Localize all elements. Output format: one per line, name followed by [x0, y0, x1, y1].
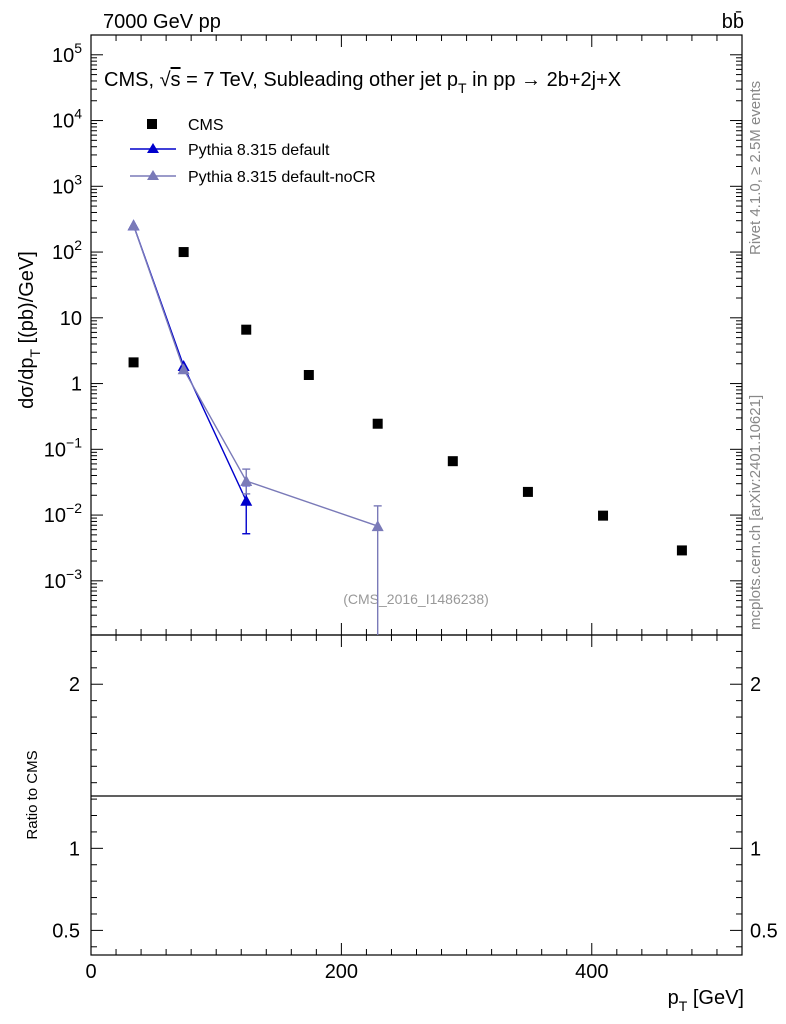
ratio-tick-label-left: 0.5 [52, 920, 80, 942]
data-point-pythia-8-315-default-nocr [371, 520, 384, 532]
y-tick-label: 10−1 [44, 434, 82, 461]
title-prefix: CMS, [104, 69, 160, 91]
chart-title: CMS, √s = 7 TeV, Subleading other jet pT… [104, 69, 621, 96]
header-left: 7000 GeV pp [103, 11, 221, 33]
y-tick-label-base: 10 [44, 439, 66, 461]
data-point-cms [598, 510, 609, 521]
header-right: bb̄ [722, 10, 744, 33]
y-tick-label-base: 10 [60, 308, 82, 330]
ratio-tick-label-left: 2 [69, 674, 80, 696]
y-tick-label-base: 10 [52, 176, 74, 198]
x-tick-label: 0 [85, 961, 96, 983]
data-point-pythia-8-315-default-nocr [240, 474, 253, 486]
legend-label-cms: CMS [188, 117, 224, 134]
y-tick-label-base: 10 [44, 505, 66, 527]
title-sub: T [458, 80, 467, 96]
data-point-pythia-8-315-default [240, 494, 253, 506]
legend-marker-pythia-default [147, 143, 159, 153]
y-tick-label-exponent: 4 [74, 106, 82, 122]
xlabel-main: p [668, 987, 679, 1009]
x-axis-label: pT [GeV] [668, 987, 744, 1014]
y-tick-label-base: 10 [52, 111, 74, 133]
data-point-pythia-8-315-default-nocr [177, 363, 190, 375]
title-sqrt: √ [160, 69, 171, 91]
rivet-label: Rivet 4.1.0, ≥ 2.5M events [747, 81, 764, 255]
y-tick-label: 104 [52, 106, 82, 133]
y-tick-label-exponent: −1 [66, 434, 82, 450]
y-tick-label-exponent: 5 [74, 40, 82, 56]
xlabel-sub: T [679, 998, 688, 1014]
data-point-cms [303, 369, 314, 380]
y-tick-label: 103 [52, 171, 82, 198]
ratio-y-ticks: 2 2 1 1 0.5 0.5 [52, 634, 778, 948]
y-tick-label-exponent: −3 [66, 566, 82, 582]
legend: CMS Pythia 8.315 default Pythia 8.315 de… [130, 117, 376, 186]
x-tick-label: 200 [325, 961, 358, 983]
ratio-y-axis-label: Ratio to CMS [24, 750, 41, 839]
title-suffix: in pp → 2b+2j+X [467, 69, 622, 91]
y-tick-label-base: 10 [52, 242, 74, 264]
y-tick-label: 10 [60, 308, 82, 330]
data-point-cms [241, 324, 252, 335]
y-tick-label: 10−2 [44, 500, 82, 527]
ratio-tick-label-right: 2 [750, 674, 761, 696]
legend-marker-cms [147, 119, 157, 129]
legend-label-pythia-nocr: Pythia 8.315 default-noCR [188, 169, 376, 186]
y-tick-label-base: 10 [52, 45, 74, 67]
title-mid: = 7 TeV, Subleading other jet p [181, 69, 458, 91]
analysis-watermark: (CMS_2016_I1486238) [343, 591, 489, 607]
data-point-cms [522, 486, 533, 497]
legend-label-pythia-default: Pythia 8.315 default [188, 142, 330, 159]
y-tick-label-base: 10 [44, 571, 66, 593]
y-tick-label: 1 [71, 374, 82, 396]
title-s: s [171, 69, 181, 91]
ratio-tick-label-right: 0.5 [750, 920, 778, 942]
y-axis-label: dσ/dpT [(pb)/GeV] [16, 251, 43, 409]
data-point-cms [372, 418, 383, 429]
y-tick-label: 105 [52, 40, 82, 67]
ratio-tick-label-right: 1 [750, 838, 761, 860]
y-tick-label: 102 [52, 237, 82, 264]
x-ticks: 0 200 400 [85, 35, 743, 983]
data-point-pythia-8-315-default-nocr [127, 219, 140, 231]
ratio-tick-label-left: 1 [69, 838, 80, 860]
series-line-pythia-8-315-default-nocr [132, 225, 378, 527]
data-point-cms [447, 456, 458, 467]
xlabel-unit: [GeV] [687, 987, 744, 1009]
y-tick-label: 10−3 [44, 566, 82, 593]
ylabel-sub: T [27, 349, 43, 358]
y-tick-label-exponent: 3 [74, 171, 82, 187]
y-tick-label-exponent: −2 [66, 500, 82, 516]
ylabel-unit: [(pb)/GeV] [16, 251, 38, 349]
data-point-cms [178, 247, 189, 258]
legend-marker-pythia-nocr [147, 170, 159, 180]
series-line-pythia-8-315-default [132, 225, 247, 502]
y-tick-label-exponent: 2 [74, 237, 82, 253]
ratio-panel-frame [90, 634, 743, 956]
mcplots-label: mcplots.cern.ch [arXiv:2401.10621] [747, 395, 764, 630]
data-point-cms [676, 545, 687, 556]
y-tick-label-base: 1 [71, 374, 82, 396]
ylabel-main: dσ/dp [16, 358, 38, 409]
data-point-cms [128, 357, 139, 368]
x-tick-label: 400 [575, 961, 608, 983]
series-layer [127, 219, 687, 635]
